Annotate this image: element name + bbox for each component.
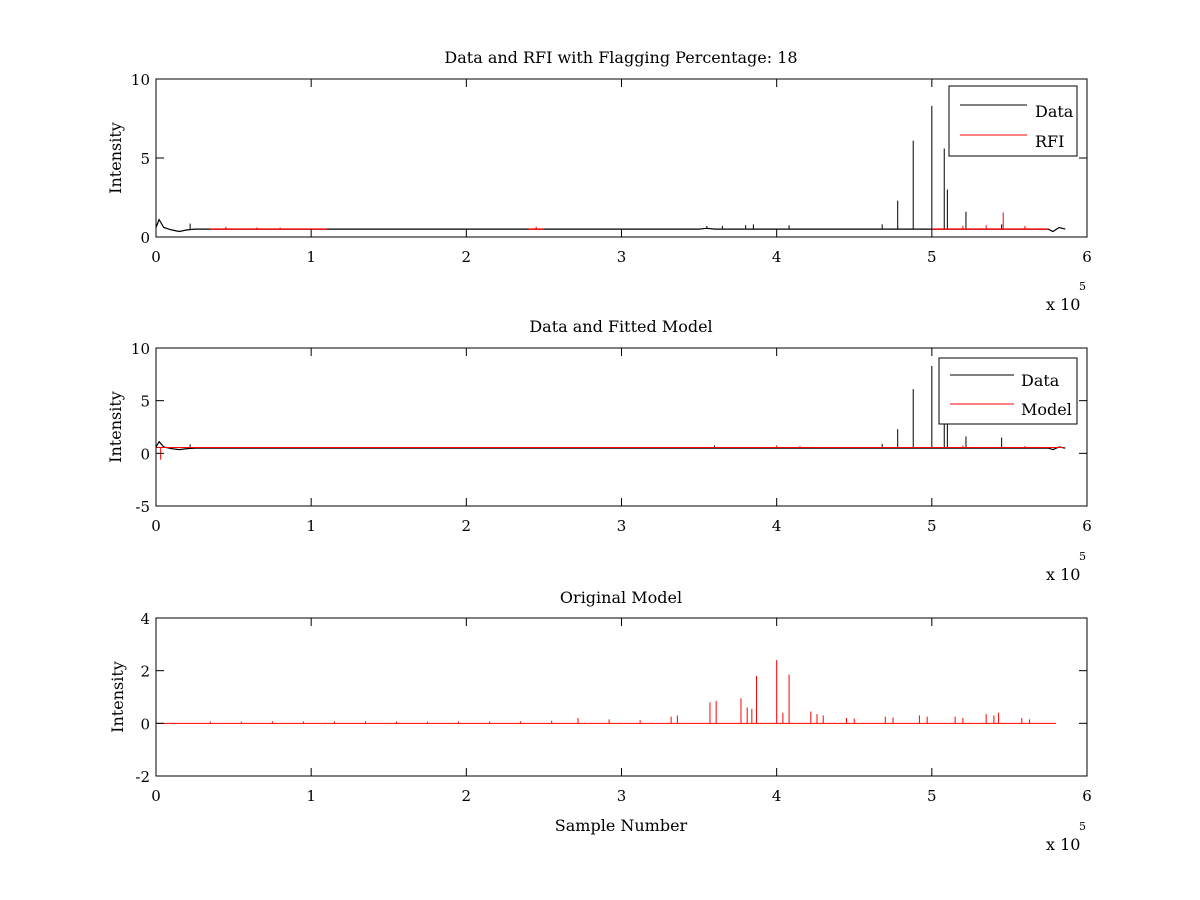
panel-3-y-tick-label: 2	[140, 663, 150, 681]
panel-3-x-tick-label: 2	[462, 787, 472, 805]
panel-1-y-tick-label: 0	[140, 229, 150, 247]
panel-1-x-tick-label: 5	[927, 248, 937, 266]
panel-1-y-tick-label: 10	[131, 71, 150, 89]
panel-2-x-tick-label: 0	[151, 517, 161, 535]
panel-2-x-tick-label: 1	[306, 517, 316, 535]
panel-1-x-tick-label: 2	[462, 248, 472, 266]
panel-3-y-tick-label: -2	[135, 768, 150, 786]
panel-2-legend: Data Model	[938, 357, 1078, 425]
panel-2-legend-data-label: Data	[1021, 371, 1060, 390]
panel-3-ylabel: Intensity	[108, 661, 127, 733]
panel-1-plot-area	[155, 105, 1066, 233]
panel-3-x-multiplier-base: x 10	[1046, 835, 1080, 854]
panel-3-x-tick-label: 1	[306, 787, 316, 805]
panel-1: Data and RFI with Flagging Percentage: 1…	[106, 48, 1092, 314]
panel-3-series-model	[156, 660, 1056, 724]
panel-2-x-multiplier-base: x 10	[1046, 565, 1080, 584]
panel-2-series-data-line	[155, 440, 1066, 451]
panel-2-y-tick-label: -5	[135, 498, 150, 516]
panel-2-ylabel: Intensity	[106, 391, 125, 463]
panel-3-y-tick-label: 0	[140, 715, 150, 733]
panel-1-legend-rfi-label: RFI	[1035, 132, 1064, 151]
panel-1-y-tick-label: 5	[140, 150, 150, 168]
panel-2-x-tick-label: 3	[617, 517, 627, 535]
panel-2-x-tick-label: 5	[927, 517, 937, 535]
panel-1-x-tick-label: 6	[1082, 248, 1092, 266]
panel-2-legend-box	[938, 357, 1078, 425]
panel-1-ylabel: Intensity	[106, 122, 125, 194]
panel-3-y-tick-label: 4	[140, 610, 150, 628]
panel-3-x-tick-label: 0	[151, 787, 161, 805]
panel-1-legend-data-label: Data	[1035, 102, 1074, 121]
panel-3-x-multiplier-power: 5	[1079, 820, 1086, 833]
panel-1-x-tick-label: 1	[306, 248, 316, 266]
panel-3-title: Original Model	[560, 588, 682, 607]
panel-3-xlabel: Sample Number	[555, 816, 688, 835]
panel-3-x-tick-label: 6	[1082, 787, 1092, 805]
panel-3-plot-area	[156, 660, 1056, 724]
panel-1-title: Data and RFI with Flagging Percentage: 1…	[444, 48, 797, 67]
panel-2-x-tick-label: 6	[1082, 517, 1092, 535]
panel-1-x-multiplier-base: x 10	[1046, 295, 1080, 314]
panel-1-series-rfi	[210, 212, 1049, 230]
panel-1-legend-box	[948, 85, 1078, 157]
panel-1-x-tick-label: 4	[772, 248, 782, 266]
panel-2-y-tick-label: 5	[140, 393, 150, 411]
panel-2-title: Data and Fitted Model	[529, 317, 712, 336]
panel-1-ticks: 0 1 2 3 4 5 6 0 5 10	[131, 71, 1092, 266]
panel-3-x-tick-label: 4	[772, 787, 782, 805]
panel-2-x-tick-label: 4	[772, 517, 782, 535]
panel-2-y-tick-label: 0	[140, 445, 150, 463]
panel-3-x-tick-label: 5	[927, 787, 937, 805]
panel-2-x-multiplier-power: 5	[1079, 550, 1086, 563]
panel-2-x-tick-label: 2	[462, 517, 472, 535]
panel-2-legend-model-label: Model	[1021, 400, 1072, 419]
panel-1-x-tick-label: 3	[617, 248, 627, 266]
panel-1-x-tick-label: 0	[151, 248, 161, 266]
panel-1-series-data	[155, 105, 1066, 233]
panel-2-y-tick-label: 10	[131, 340, 150, 358]
panel-1-legend: Data RFI	[948, 85, 1078, 157]
panel-1-x-multiplier-power: 5	[1079, 280, 1086, 293]
panel-3-x-tick-label: 3	[617, 787, 627, 805]
panel-1-series-data-line	[155, 218, 1066, 233]
panel-2-plot-area	[155, 365, 1066, 460]
